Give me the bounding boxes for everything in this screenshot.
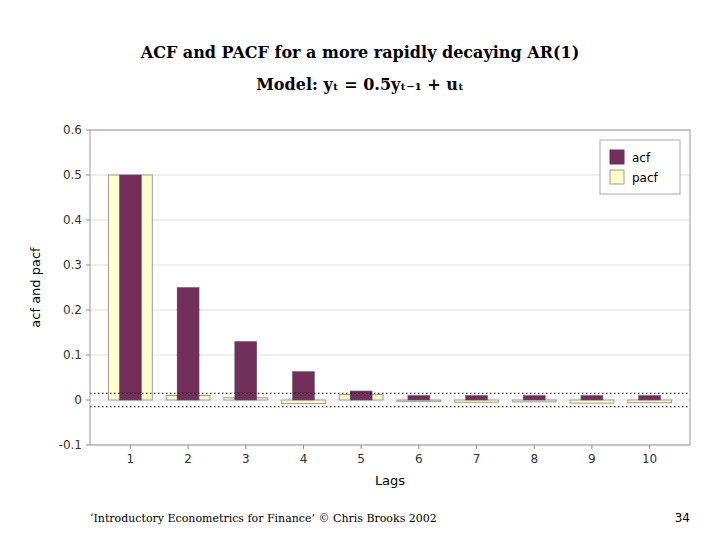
y-tick — [86, 175, 90, 176]
chart: ACF and PACF for a more rapidly decaying… — [0, 0, 720, 540]
x-tick — [591, 445, 592, 449]
bar — [350, 391, 372, 400]
bar — [581, 396, 603, 401]
y-tick-label: 0 — [74, 393, 82, 407]
y-tick-label: 0.6 — [63, 123, 82, 137]
y-tick-label: 0.2 — [63, 303, 82, 317]
bar — [282, 400, 326, 404]
bar — [639, 396, 661, 401]
y-tick-label: 0.1 — [63, 348, 82, 362]
legend: acf pacf — [600, 140, 680, 194]
x-tick — [649, 445, 650, 449]
bar — [108, 175, 152, 400]
grid-line — [90, 220, 690, 221]
reference-line — [90, 393, 690, 394]
x-tick — [130, 445, 131, 449]
x-tick-label: 3 — [242, 452, 250, 466]
grid-line — [90, 265, 690, 266]
x-tick-label: 1 — [127, 452, 135, 466]
y-tick — [86, 265, 90, 266]
x-tick — [534, 445, 535, 449]
x-tick-label: 10 — [642, 452, 657, 466]
bar — [523, 396, 545, 401]
x-tick — [188, 445, 189, 449]
x-tick-label: 8 — [530, 452, 538, 466]
bar — [570, 400, 614, 403]
legend-box — [600, 140, 680, 194]
y-tick-label: -0.1 — [59, 438, 82, 452]
bar — [466, 396, 488, 401]
y-tick — [86, 130, 90, 131]
y-tick — [86, 310, 90, 311]
bar — [408, 396, 430, 401]
y-tick-label: 0.4 — [63, 213, 82, 227]
y-tick-label: 0.3 — [63, 258, 82, 272]
subtitle: Model: yₜ = 0.5yₜ₋₁ + uₜ — [256, 75, 464, 94]
bar — [235, 342, 257, 401]
bar — [628, 400, 672, 403]
bar — [177, 288, 199, 401]
legend-swatch — [610, 170, 624, 184]
legend-label: acf — [632, 151, 651, 165]
x-tick — [418, 445, 419, 449]
plot-area — [90, 175, 690, 407]
legend-swatch — [610, 150, 624, 164]
x-tick — [476, 445, 477, 449]
x-tick — [245, 445, 246, 449]
legend-label: pacf — [632, 171, 659, 185]
y-tick — [86, 220, 90, 221]
plot-frame — [90, 130, 690, 445]
y-axis-label: acf and pacf — [28, 247, 43, 328]
title: ACF and PACF for a more rapidly decaying… — [140, 43, 579, 62]
bar — [119, 175, 141, 400]
footnote: ‘Introductory Econometrics for Finance’ … — [90, 512, 437, 525]
reference-line — [90, 406, 690, 407]
bar — [512, 400, 556, 402]
y-tick — [86, 400, 90, 401]
y-tick-label: 0.5 — [63, 168, 82, 182]
y-tick — [86, 445, 90, 446]
x-axis-label: Lags — [375, 473, 405, 488]
bar — [293, 372, 315, 400]
bar — [455, 400, 499, 402]
x-tick — [361, 445, 362, 449]
x-tick-label: 2 — [184, 452, 192, 466]
x-tick-label: 4 — [300, 452, 308, 466]
y-tick — [86, 355, 90, 356]
x-tick — [303, 445, 304, 449]
x-tick-label: 6 — [415, 452, 423, 466]
x-tick-label: 7 — [473, 452, 481, 466]
page-number: 34 — [675, 511, 690, 525]
x-tick-label: 9 — [588, 452, 596, 466]
x-tick-label: 5 — [357, 452, 365, 466]
